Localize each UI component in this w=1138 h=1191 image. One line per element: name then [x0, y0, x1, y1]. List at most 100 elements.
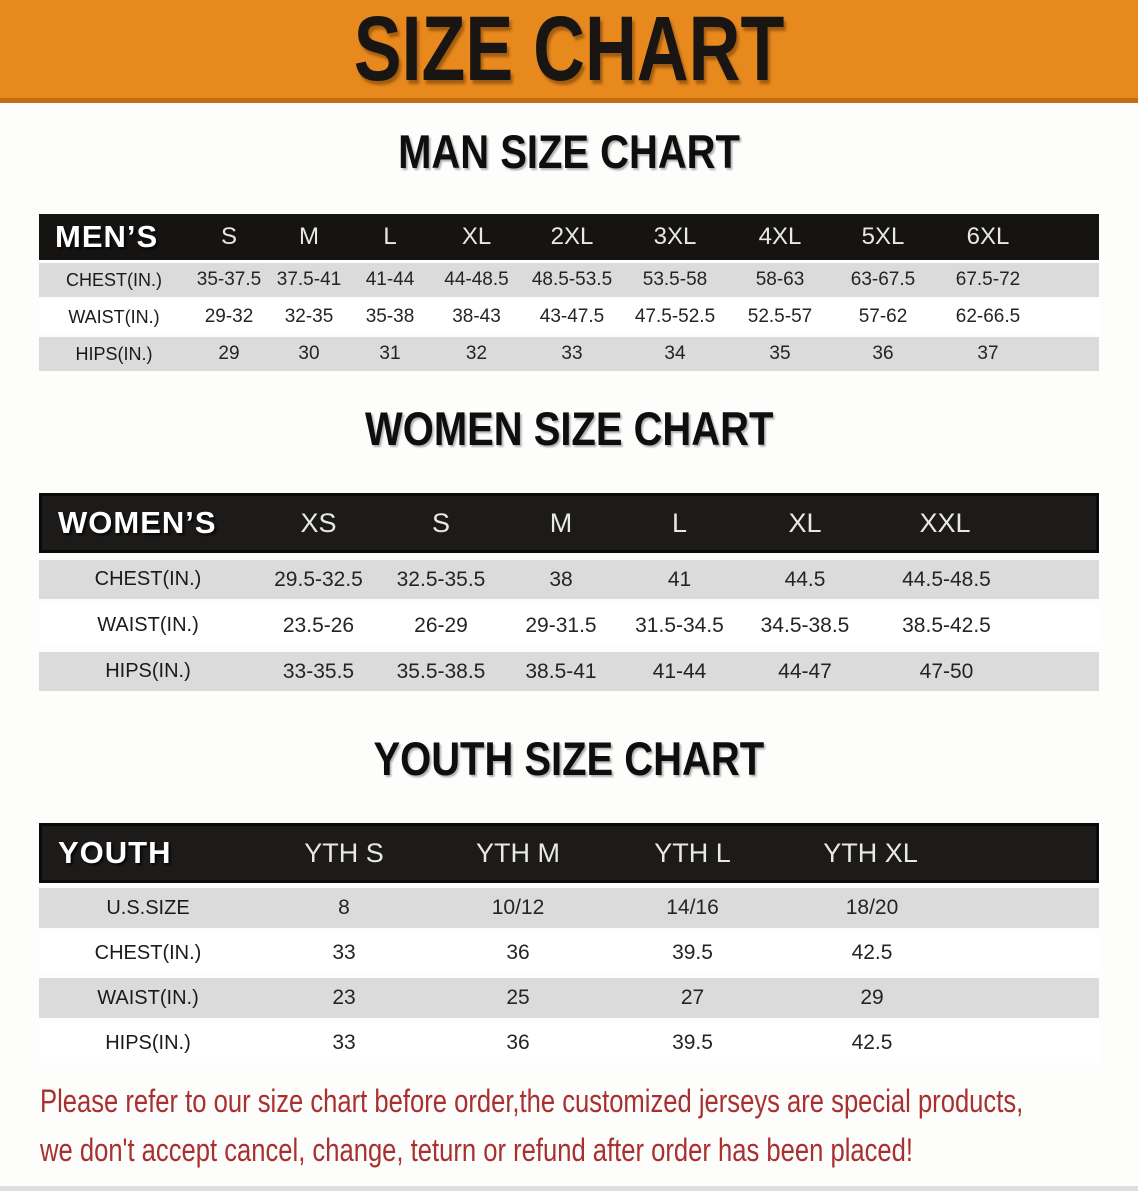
size-value: 44.5: [739, 560, 871, 599]
size-value: 29-31.5: [502, 606, 620, 645]
size-value: 37.5-41: [269, 263, 349, 297]
policy-line-2: we don't accept cancel, change, teturn o…: [40, 1132, 913, 1168]
size-value: 32: [431, 337, 522, 371]
men-corner-label: MEN’S: [39, 214, 189, 260]
table-row: HIPS(IN.) 33-35.5 35.5-38.5 38.5-41 41-4…: [39, 652, 1099, 691]
size-value: 42.5: [780, 933, 1099, 973]
row-label: HIPS(IN.): [39, 652, 257, 691]
column-header: 4XL: [728, 214, 832, 260]
column-header: 2XL: [522, 214, 622, 260]
column-header: L: [620, 493, 739, 553]
size-value: 25: [431, 978, 605, 1018]
size-value: 34: [622, 337, 728, 371]
men-heading-text: MAN SIZE CHART: [398, 125, 740, 178]
size-chart-banner: SIZE CHART: [0, 0, 1138, 103]
size-value: 43-47.5: [522, 300, 622, 334]
size-value: 35-38: [349, 300, 431, 334]
table-row: U.S.SIZE 8 10/12 14/16 18/20: [39, 888, 1099, 928]
size-value: 36: [832, 337, 934, 371]
column-header: M: [269, 214, 349, 260]
size-value: 35.5-38.5: [380, 652, 502, 691]
size-value: 23.5-26: [257, 606, 380, 645]
column-header: S: [189, 214, 269, 260]
women-heading-text: WOMEN SIZE CHART: [364, 402, 774, 455]
size-value: 39.5: [605, 1023, 780, 1063]
size-value: 41-44: [349, 263, 431, 297]
size-value: 47.5-52.5: [622, 300, 728, 334]
size-value: 44-48.5: [431, 263, 522, 297]
size-value: 14/16: [605, 888, 780, 928]
size-value: 58-63: [728, 263, 832, 297]
women-section-heading: WOMEN SIZE CHART: [0, 402, 1138, 468]
size-value: 52.5-57: [728, 300, 832, 334]
table-row: CHEST(IN.) 35-37.5 37.5-41 41-44 44-48.5…: [39, 263, 1099, 297]
row-label: HIPS(IN.): [39, 1023, 257, 1063]
size-value: 32.5-35.5: [380, 560, 502, 599]
column-header: XS: [257, 493, 380, 553]
size-value: 29.5-32.5: [257, 560, 380, 599]
row-label: HIPS(IN.): [39, 337, 189, 371]
youth-header-row: YOUTH YTH S YTH M YTH L YTH XL: [39, 823, 1099, 883]
row-label: CHEST(IN.): [39, 560, 257, 599]
banner-title: SIZE CHART: [353, 0, 785, 100]
size-value: 44.5-48.5: [871, 560, 1099, 599]
size-value: 39.5: [605, 933, 780, 973]
column-header: XXL: [871, 493, 1099, 553]
size-value: 67.5-72: [934, 263, 1099, 297]
size-value: 41: [620, 560, 739, 599]
column-header: M: [502, 493, 620, 553]
women-size-table: WOMEN’S XS S M L XL XXL CHEST(IN.) 29.5-…: [39, 486, 1099, 698]
row-label: CHEST(IN.): [39, 933, 257, 973]
row-label: WAIST(IN.): [39, 300, 189, 334]
size-value: 38.5-41: [502, 652, 620, 691]
size-value: 31.5-34.5: [620, 606, 739, 645]
size-value: 29: [780, 978, 1099, 1018]
size-value: 34.5-38.5: [739, 606, 871, 645]
column-header: 5XL: [832, 214, 934, 260]
men-size-table: MEN’S S M L XL 2XL 3XL 4XL 5XL 6XL CHEST…: [39, 211, 1099, 374]
size-value: 27: [605, 978, 780, 1018]
youth-heading-text: YOUTH SIZE CHART: [373, 732, 765, 785]
size-value: 48.5-53.5: [522, 263, 622, 297]
policy-line-1: Please refer to our size chart before or…: [40, 1083, 1024, 1119]
row-label: CHEST(IN.): [39, 263, 189, 297]
size-value: 63-67.5: [832, 263, 934, 297]
table-row: WAIST(IN.) 23 25 27 29: [39, 978, 1099, 1018]
youth-size-table: YOUTH YTH S YTH M YTH L YTH XL U.S.SIZE …: [39, 818, 1099, 1068]
column-header: YTH L: [605, 823, 780, 883]
size-value: 44-47: [739, 652, 871, 691]
size-value: 57-62: [832, 300, 934, 334]
size-value: 36: [431, 1023, 605, 1063]
size-value: 42.5: [780, 1023, 1099, 1063]
size-value: 33: [257, 933, 431, 973]
size-value: 37: [934, 337, 1099, 371]
bottom-edge-strip: [0, 1186, 1138, 1191]
column-header: 3XL: [622, 214, 728, 260]
order-policy-note: Please refer to our size chart before or…: [0, 1080, 1138, 1178]
column-header: YTH S: [257, 823, 431, 883]
size-value: 53.5-58: [622, 263, 728, 297]
size-value: 36: [431, 933, 605, 973]
row-label: WAIST(IN.): [39, 606, 257, 645]
size-value: 8: [257, 888, 431, 928]
men-header-row: MEN’S S M L XL 2XL 3XL 4XL 5XL 6XL: [39, 214, 1099, 260]
size-value: 38-43: [431, 300, 522, 334]
column-header: S: [380, 493, 502, 553]
table-row: CHEST(IN.) 33 36 39.5 42.5: [39, 933, 1099, 973]
size-value: 23: [257, 978, 431, 1018]
men-section-heading: MAN SIZE CHART: [0, 125, 1138, 191]
column-header: L: [349, 214, 431, 260]
size-value: 38: [502, 560, 620, 599]
size-value: 18/20: [780, 888, 1099, 928]
size-value: 47-50: [871, 652, 1099, 691]
size-value: 32-35: [269, 300, 349, 334]
table-row: CHEST(IN.) 29.5-32.5 32.5-35.5 38 41 44.…: [39, 560, 1099, 599]
column-header: YTH M: [431, 823, 605, 883]
women-corner-label: WOMEN’S: [39, 493, 257, 553]
size-value: 30: [269, 337, 349, 371]
column-header: 6XL: [934, 214, 1099, 260]
column-header: XL: [431, 214, 522, 260]
size-value: 41-44: [620, 652, 739, 691]
size-value: 29: [189, 337, 269, 371]
table-row: HIPS(IN.) 33 36 39.5 42.5: [39, 1023, 1099, 1063]
